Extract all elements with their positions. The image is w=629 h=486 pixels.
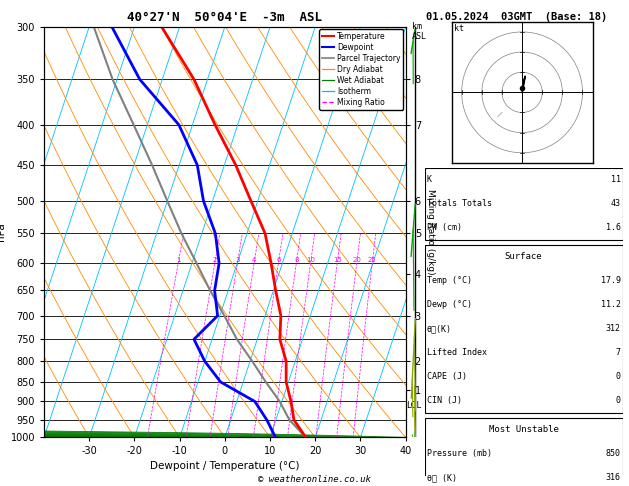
Text: PW (cm): PW (cm) — [426, 224, 462, 232]
Text: 17.9: 17.9 — [601, 276, 621, 285]
Text: LCL: LCL — [406, 401, 421, 410]
Text: 6: 6 — [276, 257, 281, 263]
Text: 25: 25 — [368, 257, 377, 263]
Text: 10: 10 — [306, 257, 315, 263]
Text: Pressure (mb): Pressure (mb) — [426, 449, 491, 458]
Bar — [425, 417, 623, 486]
Text: 15: 15 — [333, 257, 342, 263]
Y-axis label: hPa: hPa — [0, 223, 6, 242]
Text: 2: 2 — [213, 257, 217, 263]
Text: Most Unstable: Most Unstable — [489, 425, 559, 434]
Text: 11: 11 — [611, 175, 621, 184]
Text: θᴇ (K): θᴇ (K) — [426, 473, 457, 482]
Text: 850: 850 — [606, 449, 621, 458]
Text: 312: 312 — [606, 324, 621, 333]
Y-axis label: Mixing Ratio (g/kg): Mixing Ratio (g/kg) — [426, 189, 435, 275]
Text: 4: 4 — [252, 257, 256, 263]
Text: 01.05.2024  03GMT  (Base: 18): 01.05.2024 03GMT (Base: 18) — [426, 12, 608, 22]
Text: Totals Totals: Totals Totals — [426, 199, 491, 208]
Text: Lifted Index: Lifted Index — [426, 348, 487, 357]
Bar — [425, 168, 623, 240]
Text: 7: 7 — [616, 348, 621, 357]
Text: CIN (J): CIN (J) — [426, 397, 462, 405]
Text: kt: kt — [454, 24, 464, 33]
Text: © weatheronline.co.uk: © weatheronline.co.uk — [258, 474, 371, 484]
Text: 316: 316 — [606, 473, 621, 482]
Text: 43: 43 — [611, 199, 621, 208]
Text: km
ASL: km ASL — [412, 22, 427, 41]
Text: 3: 3 — [235, 257, 240, 263]
X-axis label: Dewpoint / Temperature (°C): Dewpoint / Temperature (°C) — [150, 461, 299, 470]
Text: 1.6: 1.6 — [606, 224, 621, 232]
Text: 8: 8 — [294, 257, 299, 263]
Text: 0: 0 — [616, 397, 621, 405]
Text: Dewp (°C): Dewp (°C) — [426, 300, 472, 309]
Text: 0: 0 — [616, 372, 621, 382]
Title: 40°27'N  50°04'E  -3m  ASL: 40°27'N 50°04'E -3m ASL — [127, 11, 323, 24]
Text: θᴇ(K): θᴇ(K) — [426, 324, 452, 333]
Text: Temp (°C): Temp (°C) — [426, 276, 472, 285]
Text: 20: 20 — [352, 257, 361, 263]
Text: 1: 1 — [176, 257, 181, 263]
Text: 11.2: 11.2 — [601, 300, 621, 309]
Text: CAPE (J): CAPE (J) — [426, 372, 467, 382]
Bar — [425, 244, 623, 413]
Text: K: K — [426, 175, 431, 184]
Legend: Temperature, Dewpoint, Parcel Trajectory, Dry Adiabat, Wet Adiabat, Isotherm, Mi: Temperature, Dewpoint, Parcel Trajectory… — [320, 29, 403, 109]
Text: Surface: Surface — [505, 252, 542, 261]
